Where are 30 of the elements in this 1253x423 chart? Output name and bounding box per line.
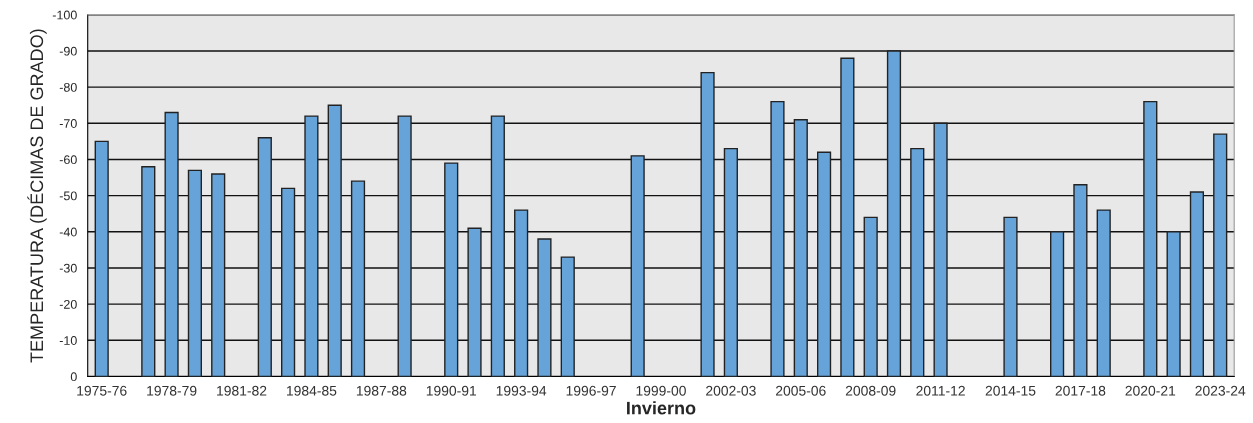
x-tick-label: 2002-03 bbox=[706, 385, 756, 396]
y-tick-label: -30 bbox=[59, 263, 77, 273]
x-tick-label: 1999-00 bbox=[636, 385, 686, 396]
y-axis-title: TEMPERATURA (DÉCIMAS DE GRADO) bbox=[27, 29, 47, 363]
x-tick-label: 2008-09 bbox=[845, 385, 896, 396]
x-tick-label: 1993-94 bbox=[496, 385, 547, 396]
x-tick-label: 1978-79 bbox=[147, 385, 197, 396]
y-tick-label: 0 bbox=[70, 372, 77, 382]
y-tick-label: -90 bbox=[59, 46, 77, 56]
x-axis-title: Invierno bbox=[627, 401, 696, 415]
x-tick-label: 2014-15 bbox=[985, 385, 1036, 396]
y-tick-label: -20 bbox=[59, 299, 77, 309]
y-tick-label: -70 bbox=[59, 119, 77, 128]
x-tick-label: 2011-12 bbox=[916, 385, 965, 396]
x-tick-label: 2023-24 bbox=[1195, 385, 1246, 396]
x-tick-label: 1984-85 bbox=[286, 385, 337, 396]
x-tick-label: 1987-88 bbox=[356, 385, 407, 396]
x-tick-label: 1981-82 bbox=[217, 385, 267, 396]
y-tick-label: -10 bbox=[59, 336, 77, 345]
y-tick-label: -60 bbox=[59, 155, 77, 165]
y-tick-label: -100 bbox=[52, 10, 77, 20]
x-tick-label: 1975-76 bbox=[77, 385, 127, 396]
x-tick-label: 2020-21 bbox=[1125, 385, 1176, 396]
x-tick-label: 1996-97 bbox=[566, 385, 616, 396]
y-tick-label: -50 bbox=[59, 191, 77, 201]
x-tick-label: 2017-18 bbox=[1055, 385, 1106, 396]
x-tick-label: 2005-06 bbox=[775, 385, 826, 396]
x-tick-label: 1990-91 bbox=[426, 385, 477, 396]
y-tick-label: -40 bbox=[59, 227, 77, 237]
y-tick-label: -80 bbox=[59, 82, 77, 92]
